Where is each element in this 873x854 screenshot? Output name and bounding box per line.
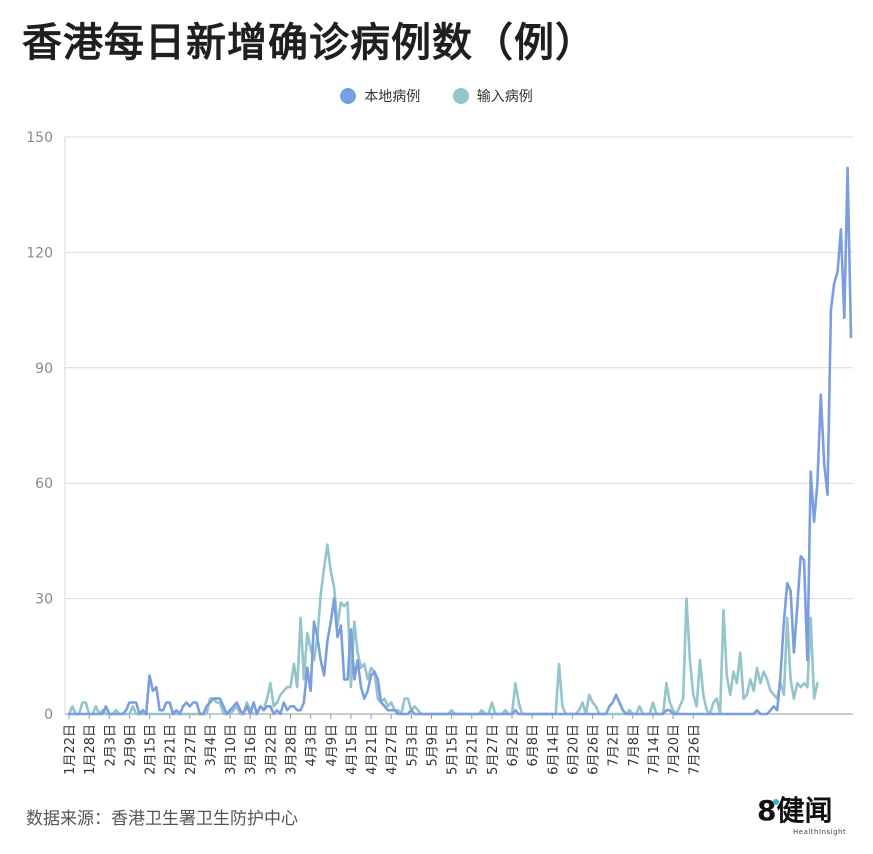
y-tick-label: 30: [35, 592, 53, 608]
x-tick-label: 3月4日: [204, 724, 219, 767]
y-tick-label: 0: [44, 707, 53, 723]
x-tick-label: 2月9日: [123, 724, 138, 767]
y-tick-label: 120: [26, 245, 53, 261]
series-line-local: [67, 166, 853, 716]
logo-main-text: 8健闻: [757, 794, 833, 827]
x-tick-label: 5月3日: [405, 724, 420, 767]
x-tick-label: 4月27日: [385, 724, 400, 775]
x-tick-label: 7月8日: [627, 724, 642, 767]
x-tick-label: 2月21日: [164, 724, 179, 775]
legend-item-imported[interactable]: 输入病例: [452, 86, 533, 106]
x-tick-label: 7月20日: [667, 724, 682, 775]
legend-item-local[interactable]: 本地病例: [340, 86, 420, 106]
x-tick-label: 3月10日: [224, 724, 239, 775]
logo-dot-icon: [773, 799, 779, 805]
x-tick-label: 6月8日: [526, 724, 541, 767]
chart-legend: 本地病例 输入病例: [0, 86, 873, 108]
x-tick-label: 7月14日: [647, 724, 662, 775]
chart-title: 香港每日新增确诊病例数（例）: [22, 20, 596, 66]
x-tick-label: 2月15日: [144, 724, 159, 775]
healthinsight-logo: 8健闻 HealthInsight: [757, 796, 849, 842]
x-tick-label: 3月28日: [285, 724, 300, 775]
x-tick-label: 5月27日: [486, 724, 501, 775]
logo-sub-text: HealthInsight: [793, 828, 847, 836]
x-tick-label: 1月28日: [83, 724, 98, 775]
x-tick-label: 2月3日: [103, 724, 118, 767]
x-tick-label: 3月22日: [264, 724, 279, 775]
legend-label-local: 本地病例: [364, 89, 421, 105]
x-tick-label: 6月2日: [506, 724, 521, 767]
series-line-imported: [67, 543, 819, 716]
x-tick-label: 6月26日: [587, 724, 602, 775]
x-tick-label: 5月15日: [446, 724, 461, 775]
data-source: 数据来源：香港卫生署卫生防护中心: [26, 809, 298, 829]
x-tick-label: 5月21日: [466, 724, 481, 775]
x-tick-label: 4月9日: [325, 724, 340, 767]
x-tick-label: 4月15日: [345, 724, 360, 775]
x-tick-label: 7月2日: [607, 724, 622, 767]
y-tick-label: 150: [26, 130, 53, 146]
x-tick-label: 2月27日: [184, 724, 199, 775]
legend-swatch-imported: [452, 88, 469, 104]
y-tick-label: 60: [35, 476, 53, 492]
x-tick-label: 7月26日: [687, 724, 702, 775]
line-chart: 0 30 60 90 120 150 1月22日 1月28日 2月3日 2月9日 2月15日 2月2…: [26, 130, 853, 775]
x-tick-label: 5月9日: [425, 724, 440, 767]
y-tick-label: 90: [35, 361, 53, 377]
x-tick-label: 6月20日: [566, 724, 581, 775]
legend-swatch-local: [340, 88, 357, 104]
x-tick-label: 4月21日: [365, 724, 380, 775]
x-tick-label: 1月22日: [63, 724, 78, 775]
x-tick-label: 4月3日: [305, 724, 320, 767]
legend-label-imported: 输入病例: [476, 89, 533, 105]
x-tick-label: 6月14日: [546, 724, 561, 775]
x-tick-label: 3月16日: [244, 724, 259, 775]
